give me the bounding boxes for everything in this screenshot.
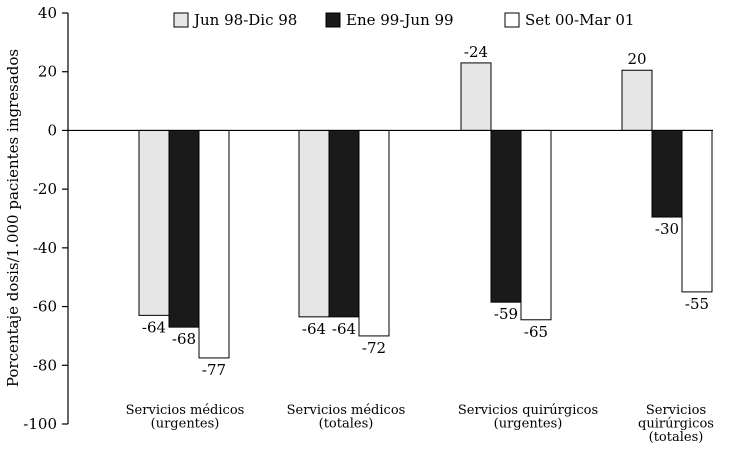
y-tick-label: -60: [33, 298, 57, 316]
category-label: Servicios médicos (urgentes): [126, 403, 245, 432]
bar: [490, 129, 522, 303]
data-label: -65: [524, 323, 548, 341]
data-label: 20: [627, 50, 646, 68]
data-label: -68: [172, 330, 196, 348]
bar: [138, 129, 170, 316]
legend: Jun 98-Dic 98 Ene 99-Jun 99 Set 00-Mar 01: [173, 11, 634, 29]
category-label: Servicios quirúrgicos (urgentes): [458, 403, 598, 432]
y-tick-label: 40: [38, 4, 57, 22]
category-labels: Servicios médicos (urgentes) Servicios méd…: [126, 403, 714, 445]
legend-label: Set 00-Mar 01: [525, 11, 634, 29]
bar: [328, 129, 360, 318]
data-label: -59: [494, 305, 518, 323]
data-label: -64: [142, 318, 166, 336]
legend-label: Ene 99-Jun 99: [346, 11, 454, 29]
y-axis-label: Porcentaje dosis/1.000 pacientes ingresa…: [4, 49, 22, 387]
bar: [681, 129, 713, 293]
bar: [651, 129, 683, 218]
y-tick-label: -40: [33, 239, 57, 257]
bar: [520, 129, 552, 321]
legend-label: Jun 98-Dic 98: [192, 11, 297, 29]
y-tick-label: 0: [47, 121, 57, 139]
bar: [168, 129, 200, 328]
legend-swatch: [173, 12, 189, 28]
data-labels: -64 -64 -24 20 -68 -64 -59 -30 -77 -72 -65 -55: [142, 43, 709, 379]
bar: [460, 62, 492, 131]
data-label: -30: [655, 220, 679, 238]
legend-swatch: [504, 12, 520, 28]
bar-groups: [138, 62, 713, 359]
data-label: -24: [464, 43, 488, 61]
y-tick-label: -100: [23, 415, 57, 433]
legend-swatch: [325, 12, 341, 28]
data-label: -72: [362, 339, 386, 357]
bar: [621, 69, 653, 131]
y-tick-label: -20: [33, 180, 57, 198]
bar: [298, 129, 330, 318]
data-label: -55: [685, 295, 709, 313]
category-label: Servicios médicos (totales): [287, 403, 406, 432]
y-tick-label: 20: [38, 63, 57, 81]
data-label: -64: [302, 320, 326, 338]
bar: [198, 129, 230, 359]
bar: [358, 129, 390, 337]
data-label: -77: [202, 361, 226, 379]
category-label: Servicios quirúrgicos (totales): [638, 403, 714, 445]
data-label: -64: [332, 320, 356, 338]
y-axis: 40 20 0 -20 -40 -60 -80 -100: [23, 4, 69, 433]
y-tick-label: -80: [33, 356, 57, 374]
